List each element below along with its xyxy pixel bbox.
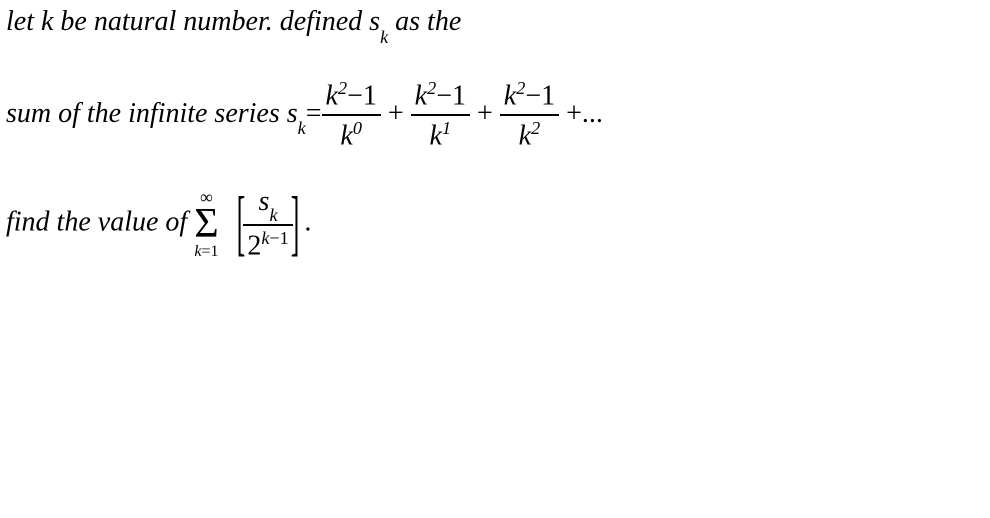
ellipsis: +... xyxy=(559,98,603,129)
num-1: 1 xyxy=(210,243,218,260)
numerator: k2−1 xyxy=(322,78,381,112)
fraction-bar xyxy=(411,114,470,116)
plus: + xyxy=(381,98,411,129)
minus-one: −1 xyxy=(525,80,555,111)
subscript-k: k xyxy=(269,205,277,225)
numerator: k2−1 xyxy=(500,78,559,112)
left-bracket: [ xyxy=(237,182,246,266)
text: let k be natural number. defined s xyxy=(6,6,380,37)
minus-one: −1 xyxy=(436,80,466,111)
exp-2: 2 xyxy=(516,78,525,98)
sigma-symbol: Σ xyxy=(194,206,218,244)
exp-k-minus-1: k−1 xyxy=(261,228,288,248)
var-k: k xyxy=(430,121,442,152)
fraction-1: k2−1 k0 xyxy=(322,78,381,153)
line-1: let k be natural number. defined sk as t… xyxy=(6,6,461,42)
var-k: k xyxy=(415,80,427,111)
right-bracket: ] xyxy=(291,182,300,266)
numerator: sk xyxy=(243,186,292,222)
sigma-lower: k=1 xyxy=(194,244,218,260)
plus: + xyxy=(470,98,500,129)
fraction-inner: sk 2k−1 xyxy=(243,186,292,262)
var-k: k xyxy=(519,121,531,152)
var-k: k xyxy=(340,121,352,152)
denominator: k0 xyxy=(322,118,381,152)
line-2: sum of the infinite series sk= k2−1 k0 +… xyxy=(6,78,603,153)
denominator: k1 xyxy=(411,118,470,152)
fraction-bar xyxy=(500,114,559,116)
text: sum of the infinite series s xyxy=(6,98,298,129)
denominator: k2 xyxy=(500,118,559,152)
exp-0: 0 xyxy=(353,118,362,138)
sigma: ∞ Σ k=1 xyxy=(194,188,218,260)
var-s: s xyxy=(259,186,270,217)
denominator: 2k−1 xyxy=(243,228,292,262)
exp-2: 2 xyxy=(427,78,436,98)
minus-one: −1 xyxy=(269,228,288,248)
fraction-bar xyxy=(322,114,381,116)
subscript-k: k xyxy=(298,118,306,138)
fraction-3: k2−1 k2 xyxy=(500,78,559,153)
fraction-2: k2−1 k1 xyxy=(411,78,470,153)
exp-1: 1 xyxy=(442,118,451,138)
minus-one: −1 xyxy=(347,80,377,111)
text: find the value of xyxy=(6,206,194,237)
exp-2: 2 xyxy=(531,118,540,138)
var-k: k xyxy=(504,80,516,111)
line-3: find the value of ∞ Σ k=1 [ sk 2k−1 ] . xyxy=(6,186,311,262)
exp-2: 2 xyxy=(338,78,347,98)
numerator: k2−1 xyxy=(411,78,470,112)
equals: = xyxy=(306,98,322,129)
period: . xyxy=(297,206,311,237)
text: as the xyxy=(388,6,461,37)
subscript-k: k xyxy=(380,27,388,47)
num-2: 2 xyxy=(247,230,261,261)
var-k: k xyxy=(326,80,338,111)
